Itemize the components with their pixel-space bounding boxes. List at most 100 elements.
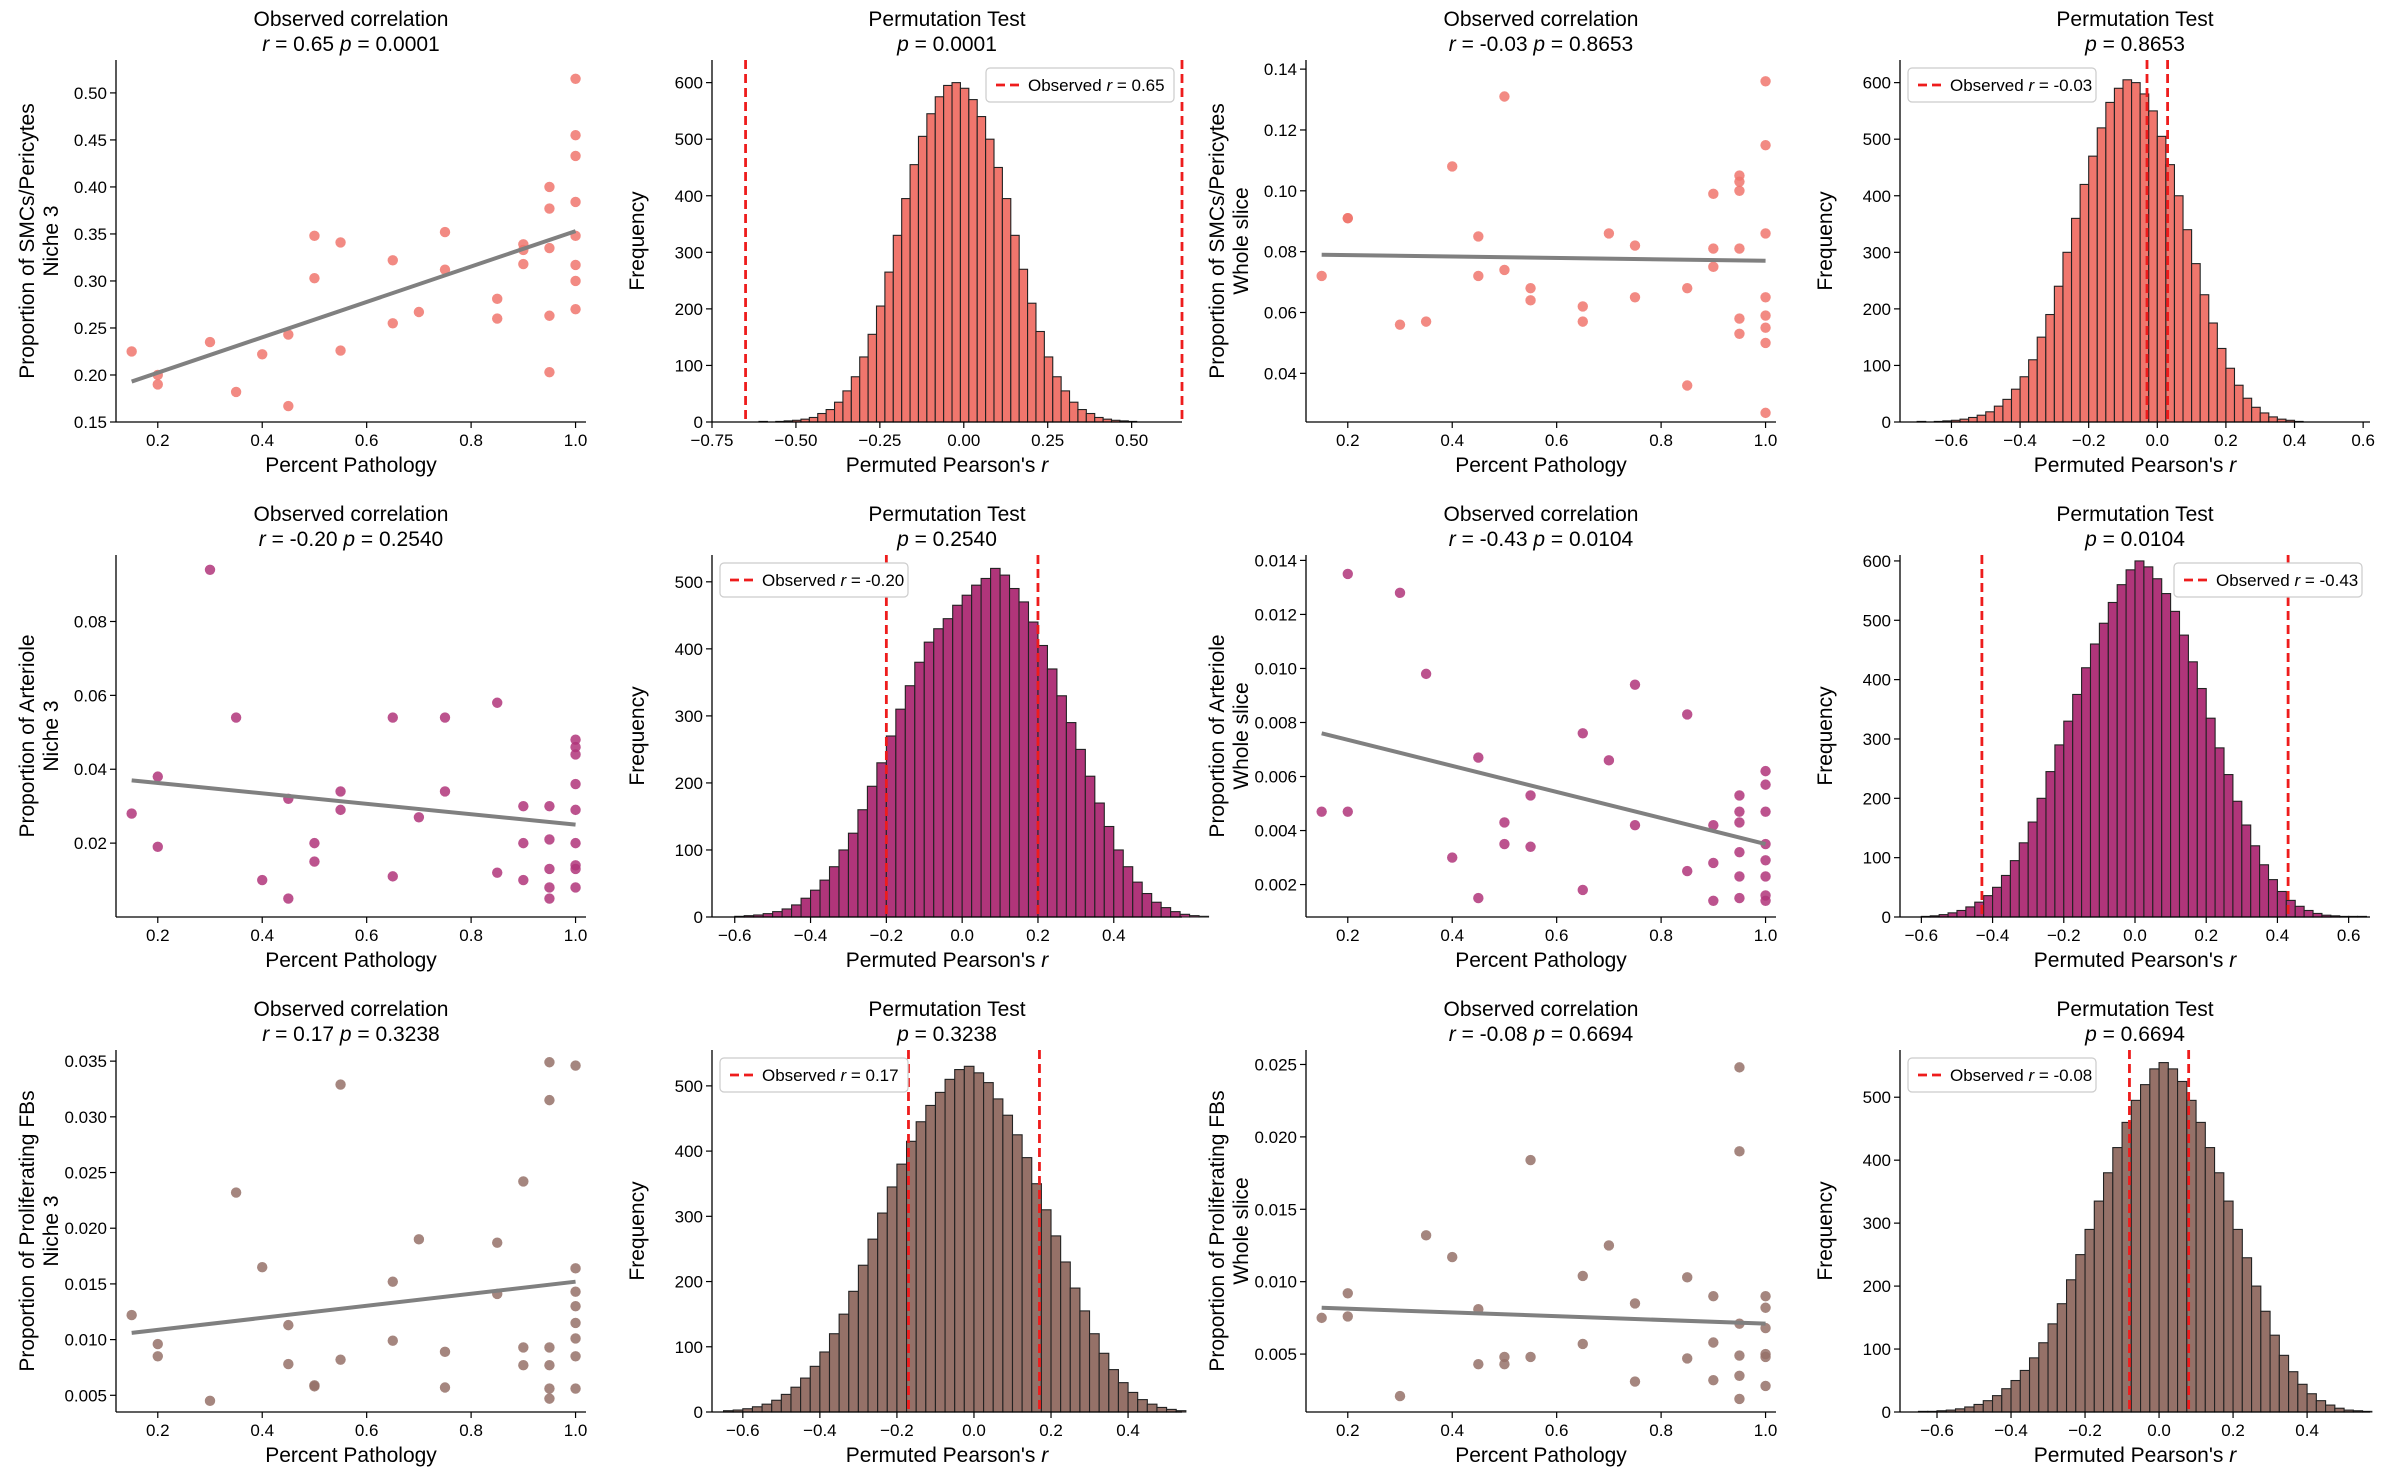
histogram-bar <box>2182 229 2193 423</box>
data-point <box>1629 240 1641 251</box>
y-tick-label: 300 <box>675 243 703 262</box>
y-tick-label: 400 <box>675 640 703 659</box>
italic-symbol: r <box>1041 1444 1049 1467</box>
data-point <box>126 808 137 819</box>
data-point <box>1525 1351 1536 1363</box>
histogram-bar <box>954 1069 965 1413</box>
y-tick-label: 300 <box>1863 730 1891 749</box>
histogram-bar <box>800 897 812 918</box>
histogram-bar <box>772 911 783 918</box>
data-point <box>309 837 320 849</box>
data-point <box>309 1381 320 1392</box>
histogram-bar <box>2065 1279 2077 1413</box>
histogram-bar <box>1085 412 1096 423</box>
data-point <box>1499 1351 1510 1363</box>
panel-title-line: Permutation Test <box>2056 998 2213 1021</box>
histogram-bar <box>800 1377 811 1413</box>
italic-symbol: p <box>1532 528 1545 551</box>
data-point <box>570 860 581 871</box>
histogram-bar <box>2232 800 2243 918</box>
data-point <box>544 242 555 254</box>
histogram-bar <box>2143 566 2154 918</box>
panel-title-line: Permutation Test <box>868 8 1025 31</box>
histogram-bar <box>1965 906 1976 918</box>
histogram-bar <box>944 1078 956 1413</box>
data-point <box>518 1342 529 1353</box>
histogram-bar <box>1103 825 1115 918</box>
data-point <box>1734 892 1745 904</box>
data-point <box>439 1346 451 1358</box>
data-point <box>1525 282 1536 294</box>
data-point <box>1708 1337 1719 1348</box>
histogram-bar <box>1132 881 1143 918</box>
histogram-bar <box>1069 1287 1081 1413</box>
histogram-bar <box>2242 397 2253 423</box>
x-tick-label: 0.0 <box>950 926 974 945</box>
y-tick-label: 0.015 <box>64 1275 107 1294</box>
legend-box <box>985 67 1175 103</box>
panel-title-line: r = -0.20 p = 0.2540 <box>259 528 444 551</box>
histogram-bar <box>2089 643 2100 918</box>
data-point <box>387 318 398 329</box>
histogram-bar <box>2216 347 2227 423</box>
legend-label: Observed r = -0.03 <box>1950 76 2092 95</box>
x-tick-label: 0.6 <box>1545 926 1569 945</box>
data-point <box>1473 752 1484 763</box>
x-tick-label: 0.4 <box>1440 1421 1464 1440</box>
histogram-bar <box>1094 416 1104 423</box>
italic-symbol: p <box>339 33 352 56</box>
histogram-bar <box>2306 1393 2317 1413</box>
data-point <box>1577 1270 1588 1282</box>
x-tick-label: 0.4 <box>250 431 274 450</box>
data-point <box>570 1286 581 1297</box>
data-point <box>570 1300 581 1312</box>
y-tick-label: 0.014 <box>1254 551 1297 570</box>
histogram-bar <box>1094 802 1105 918</box>
histogram-bar <box>942 618 954 918</box>
y-tick-label: 0.06 <box>74 686 107 705</box>
legend-box <box>1907 67 2097 103</box>
y-axis-label: Proportion of Proliferating FBs <box>1206 1090 1229 1371</box>
y-tick-label: 100 <box>675 841 703 860</box>
data-point <box>1420 668 1432 680</box>
x-tick-label: 0.8 <box>459 926 483 945</box>
data-point <box>570 741 581 753</box>
histogram-bar <box>2131 82 2141 423</box>
x-tick-label: 0.2 <box>146 431 170 450</box>
data-point <box>1734 846 1745 858</box>
x-tick-label: 0.2 <box>146 926 170 945</box>
panel-title-line: r = 0.65 p = 0.0001 <box>262 33 440 56</box>
histogram-bar <box>2116 584 2127 918</box>
histogram-bar <box>867 1238 879 1413</box>
histogram-bar <box>1137 1399 1148 1413</box>
data-point <box>1525 1154 1536 1166</box>
regression-line <box>1321 1305 1766 1326</box>
data-point <box>570 1060 581 1071</box>
histogram-bar <box>885 735 897 918</box>
panel-title-line: Permutation Test <box>868 503 1025 526</box>
histogram-bar <box>1973 1403 1984 1413</box>
y-axis-label: Frequency <box>1814 191 1837 291</box>
x-tick-label: 0.0 <box>2147 1421 2171 1440</box>
panel-title-line: p = 0.2540 <box>896 528 997 551</box>
y-axis-label: Whole slice <box>1230 1177 1253 1284</box>
data-point <box>570 259 581 271</box>
data-point <box>335 786 346 797</box>
legend-box <box>719 1057 909 1093</box>
histogram-bar <box>2010 388 2021 423</box>
histogram-bar <box>842 390 852 423</box>
y-tick-label: 0.02 <box>74 834 107 853</box>
x-tick-label: −0.4 <box>794 926 828 945</box>
histogram-bar <box>985 138 995 423</box>
data-point <box>413 1234 425 1245</box>
histogram-bar <box>2214 1172 2225 1413</box>
data-point <box>1420 316 1432 327</box>
histogram-bar <box>790 1386 802 1413</box>
y-axis-label: Niche 3 <box>40 700 63 771</box>
legend-box <box>1907 1057 2097 1093</box>
y-tick-label: 500 <box>1863 1088 1891 1107</box>
histogram-bar <box>2278 1354 2290 1413</box>
data-point <box>152 1351 163 1362</box>
data-point <box>257 874 268 886</box>
